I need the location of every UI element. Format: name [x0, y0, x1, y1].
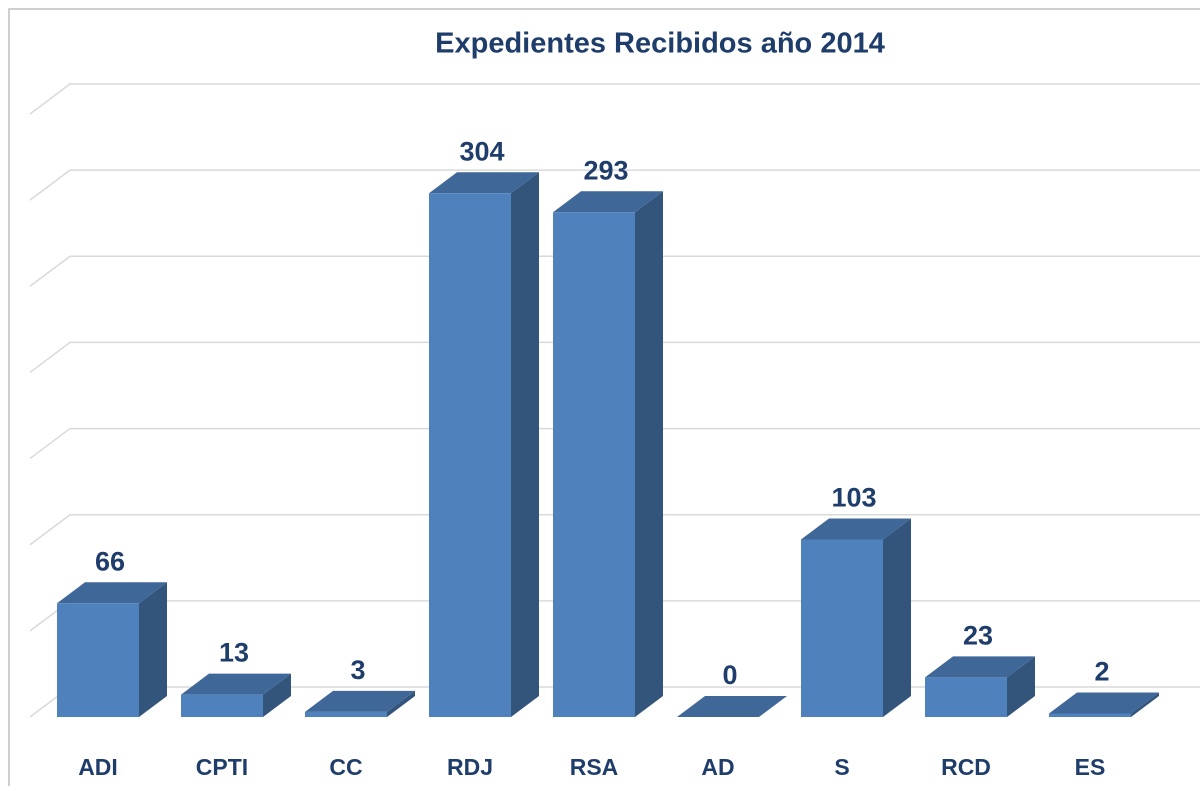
bar: [553, 191, 663, 717]
bar-front: [429, 193, 511, 717]
bar: [57, 582, 167, 717]
chart-title: Expedientes Recibidos año 2014: [435, 28, 885, 60]
bar-side: [635, 191, 663, 717]
grid-line: [29, 341, 1200, 374]
bar-top: [925, 656, 1035, 678]
bar-side: [1131, 692, 1159, 717]
value-label: 66: [95, 546, 125, 576]
bar-top: [1049, 692, 1159, 714]
bar: [181, 673, 291, 717]
bar: [305, 690, 415, 717]
x-tick-label: AD: [701, 754, 734, 780]
grid-line: [29, 255, 1200, 287]
value-label: 3: [350, 655, 365, 685]
bar-front: [925, 677, 1007, 717]
value-label: 23: [963, 620, 993, 650]
bar-side: [511, 172, 539, 717]
grid-line: [29, 83, 1200, 115]
bar-top: [677, 696, 787, 717]
grid-line: [29, 513, 1200, 546]
bar: [429, 172, 539, 717]
bar-side: [263, 673, 291, 717]
bar-top: [801, 518, 911, 540]
x-tick-label: CC: [329, 754, 362, 780]
bar-front: [1049, 713, 1131, 717]
bar: [801, 518, 911, 717]
x-tick-label: RSA: [570, 754, 619, 780]
value-label: 13: [219, 638, 249, 668]
bar-top: [181, 673, 291, 695]
value-label: 304: [459, 136, 504, 166]
value-label: 103: [831, 483, 876, 513]
bar-side: [139, 582, 167, 717]
bar-top: [553, 191, 663, 213]
value-label: 293: [583, 155, 628, 185]
bar: [925, 656, 1035, 717]
x-tick-label: CPTI: [196, 754, 248, 780]
bar-side: [1007, 656, 1035, 717]
bar: [1049, 692, 1159, 717]
bar-top: [429, 172, 539, 194]
bar-front: [305, 711, 387, 717]
bar-top: [305, 690, 415, 712]
bar-side: [387, 690, 415, 717]
value-label: 2: [1094, 657, 1109, 687]
x-tick-label: RDJ: [447, 754, 493, 780]
bar-front: [801, 539, 883, 717]
bar: [677, 696, 787, 717]
grid-line: [29, 169, 1200, 201]
x-tick-label: ADI: [78, 754, 118, 780]
x-tick-label: ES: [1075, 754, 1106, 780]
bar-front: [553, 212, 635, 717]
bar-front: [181, 694, 263, 717]
x-tick-label: S: [834, 754, 849, 780]
value-label: 0: [722, 660, 737, 690]
bar-front: [57, 603, 139, 717]
x-tick-label: RCD: [941, 754, 991, 780]
bar-side: [883, 518, 911, 717]
grid-line: [29, 427, 1200, 460]
bar-top: [57, 582, 167, 604]
